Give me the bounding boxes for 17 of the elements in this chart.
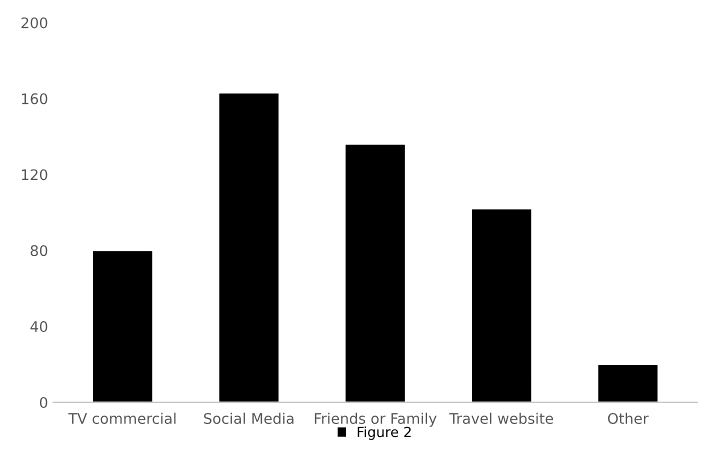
bar [344, 143, 406, 402]
bar [218, 92, 280, 402]
x-tick-label: Friends or Family [314, 412, 437, 427]
bar [92, 250, 154, 402]
y-tick-label: 160 [22, 93, 48, 104]
x-tick-label: Social Media [204, 412, 294, 424]
x-tick-label: Other [608, 412, 649, 424]
y-tick-label: 40 [30, 321, 48, 332]
legend-label: Figure 2 [358, 426, 411, 440]
y-tick-label: 200 [21, 17, 48, 28]
x-tick-label: TV commercial [68, 412, 176, 424]
y-tick-label: 0 [40, 396, 48, 408]
y-tick-label: 120 [22, 169, 48, 180]
bar [596, 364, 659, 402]
bar [470, 208, 533, 402]
y-tick-label: 80 [30, 245, 48, 256]
x-tick-label: Travel website [449, 412, 554, 424]
